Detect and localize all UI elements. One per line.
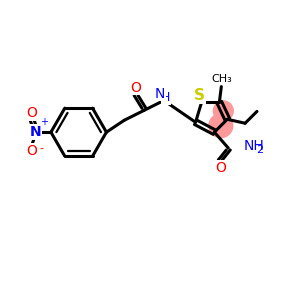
Text: O: O bbox=[131, 81, 142, 94]
Text: O: O bbox=[215, 161, 226, 175]
Text: NH: NH bbox=[243, 139, 264, 153]
Circle shape bbox=[209, 114, 233, 138]
Text: S: S bbox=[194, 88, 205, 103]
Circle shape bbox=[213, 101, 233, 121]
Text: H: H bbox=[161, 91, 170, 104]
Text: -: - bbox=[39, 143, 43, 153]
Text: N: N bbox=[155, 86, 165, 100]
Text: 2: 2 bbox=[256, 145, 263, 155]
Text: CH₃: CH₃ bbox=[211, 74, 232, 84]
Text: N: N bbox=[29, 125, 41, 139]
Text: O: O bbox=[27, 106, 38, 120]
Text: +: + bbox=[40, 117, 48, 127]
Text: O: O bbox=[27, 144, 38, 158]
